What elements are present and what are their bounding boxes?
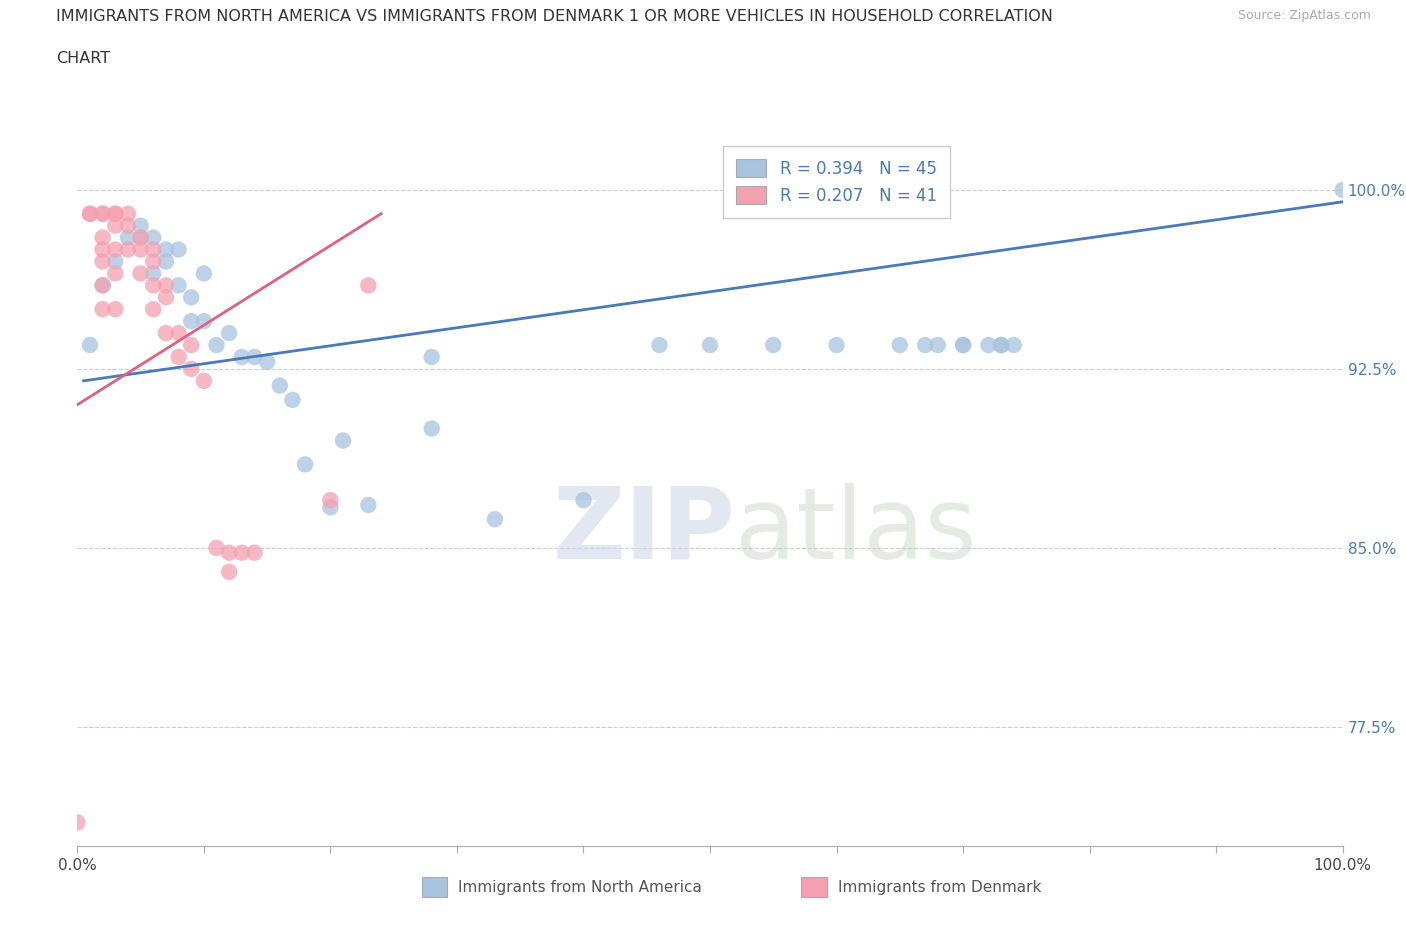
Point — [129, 219, 152, 233]
Point — [129, 266, 152, 281]
Point — [990, 338, 1012, 352]
Point — [319, 493, 342, 508]
Point — [332, 433, 354, 448]
Point — [142, 242, 165, 257]
Point — [142, 231, 165, 246]
Point — [889, 338, 911, 352]
Point — [91, 231, 114, 246]
Point — [155, 254, 177, 269]
Point — [648, 338, 671, 352]
Point — [193, 374, 215, 389]
Point — [193, 266, 215, 281]
Point — [167, 350, 190, 365]
Point — [977, 338, 1000, 352]
Point — [104, 242, 127, 257]
Point — [1331, 182, 1354, 197]
Point — [281, 392, 304, 407]
Point — [155, 290, 177, 305]
Point — [205, 540, 228, 555]
Point — [91, 206, 114, 221]
Text: atlas: atlas — [735, 483, 977, 579]
Point — [91, 278, 114, 293]
Point — [319, 500, 342, 515]
Point — [104, 219, 127, 233]
Point — [1002, 338, 1025, 352]
Point — [117, 242, 139, 257]
Text: CHART: CHART — [56, 51, 110, 66]
Point — [142, 301, 165, 316]
Point — [294, 457, 316, 472]
Point — [572, 493, 595, 508]
Point — [243, 350, 266, 365]
Point — [180, 290, 202, 305]
Point — [193, 313, 215, 328]
Point — [231, 350, 253, 365]
Point — [218, 326, 240, 340]
Point — [142, 266, 165, 281]
Point — [91, 301, 114, 316]
Text: Source: ZipAtlas.com: Source: ZipAtlas.com — [1237, 9, 1371, 22]
Point — [79, 338, 101, 352]
Point — [420, 421, 443, 436]
Point — [155, 278, 177, 293]
Point — [66, 815, 89, 830]
Text: ZIP: ZIP — [553, 483, 735, 579]
Point — [142, 254, 165, 269]
Point — [914, 338, 936, 352]
Point — [129, 242, 152, 257]
Point — [180, 313, 202, 328]
Text: IMMIGRANTS FROM NORTH AMERICA VS IMMIGRANTS FROM DENMARK 1 OR MORE VEHICLES IN H: IMMIGRANTS FROM NORTH AMERICA VS IMMIGRA… — [56, 9, 1053, 24]
Point — [104, 301, 127, 316]
Text: Immigrants from Denmark: Immigrants from Denmark — [838, 880, 1042, 895]
Point — [167, 278, 190, 293]
Point — [167, 242, 190, 257]
Point — [269, 379, 291, 393]
Point — [91, 254, 114, 269]
Point — [104, 206, 127, 221]
Point — [825, 338, 848, 352]
Point — [91, 242, 114, 257]
Point — [990, 338, 1012, 352]
Point — [142, 278, 165, 293]
Point — [104, 206, 127, 221]
Point — [218, 545, 240, 560]
Point — [243, 545, 266, 560]
Point — [256, 354, 278, 369]
Point — [91, 206, 114, 221]
Point — [205, 338, 228, 352]
Point — [927, 338, 949, 352]
Point — [79, 206, 101, 221]
Point — [180, 338, 202, 352]
Point — [167, 326, 190, 340]
Point — [484, 512, 506, 526]
Point — [155, 326, 177, 340]
Point — [129, 231, 152, 246]
Point — [357, 498, 380, 512]
Point — [117, 206, 139, 221]
Point — [762, 338, 785, 352]
Point — [420, 350, 443, 365]
Point — [91, 278, 114, 293]
Point — [117, 219, 139, 233]
Point — [357, 278, 380, 293]
Text: Immigrants from North America: Immigrants from North America — [458, 880, 702, 895]
Point — [104, 266, 127, 281]
Point — [180, 362, 202, 377]
Point — [129, 231, 152, 246]
Point — [231, 545, 253, 560]
Point — [952, 338, 974, 352]
Point — [699, 338, 721, 352]
Point — [117, 231, 139, 246]
Point — [218, 565, 240, 579]
Point — [104, 254, 127, 269]
Legend: R = 0.394   N = 45, R = 0.207   N = 41: R = 0.394 N = 45, R = 0.207 N = 41 — [723, 146, 950, 218]
Point — [155, 242, 177, 257]
Point — [952, 338, 974, 352]
Point — [79, 206, 101, 221]
